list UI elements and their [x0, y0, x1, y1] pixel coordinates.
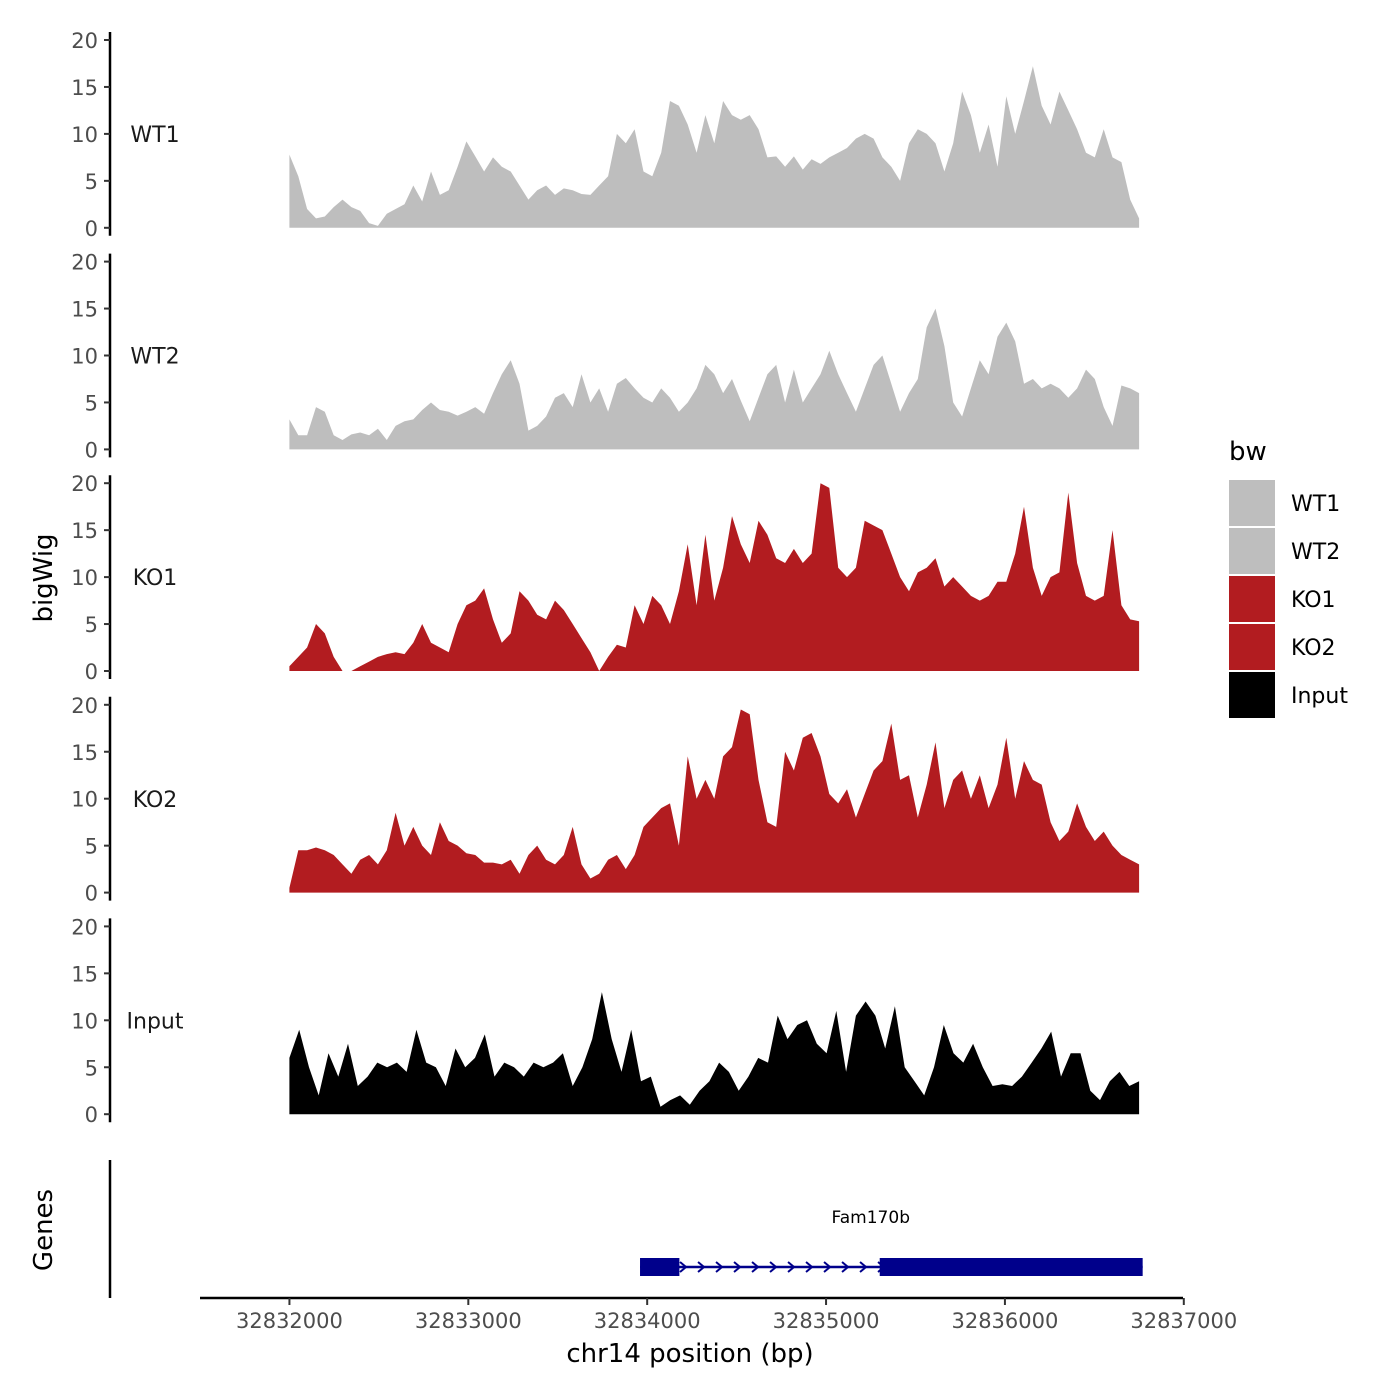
strand-arrow — [859, 1261, 868, 1273]
y-axis-title: bigWig — [29, 533, 59, 622]
strand-arrow — [805, 1261, 814, 1273]
tracks-layer: 0 5 10 15 20 WT1 0 5 10 15 20 WT2 0 5 10 15 20 KO1 0 5 10 15 2… — [71, 29, 1140, 1127]
y-tick-label: 20 — [71, 694, 98, 718]
y-tick-label: 20 — [71, 472, 98, 496]
y-tick-label: 0 — [85, 882, 98, 906]
x-axis: 32832000 32833000 32834000 32835000 32836000… — [200, 1296, 1237, 1333]
legend-title: bw — [1229, 437, 1267, 467]
genes-axis-title: Genes — [29, 1189, 59, 1271]
x-tick-label: 32836000 — [951, 1309, 1058, 1333]
y-tick-label: 5 — [85, 835, 98, 859]
track-area-wt1 — [289, 66, 1140, 228]
legend: bw WT1 WT2 KO1 KO2 Input — [1229, 437, 1348, 718]
x-tick-label: 32834000 — [594, 1309, 701, 1333]
track-wt1: 0 5 10 15 20 WT1 — [71, 29, 1140, 241]
track-area-ko2 — [289, 709, 1140, 893]
legend-label: Input — [1291, 684, 1348, 709]
strand-arrow — [841, 1261, 850, 1273]
strand-arrow — [697, 1261, 706, 1273]
track-label: Input — [127, 1009, 184, 1034]
strand-arrow — [733, 1261, 742, 1273]
track-area-ko1 — [289, 483, 1140, 671]
x-axis-title: chr14 position (bp) — [566, 1339, 813, 1369]
x-tick-label: 32835000 — [773, 1309, 880, 1333]
y-tick-label: 15 — [71, 962, 98, 986]
gene-fam170b: Fam170b — [640, 1208, 1143, 1276]
legend-swatch — [1229, 576, 1275, 622]
gene-exon — [879, 1258, 1143, 1276]
strand-arrow — [679, 1261, 688, 1273]
x-tick-label: 32832000 — [236, 1309, 343, 1333]
x-tick-label: 32833000 — [415, 1309, 522, 1333]
y-tick-label: 0 — [85, 660, 98, 684]
y-tick-label: 5 — [85, 1056, 98, 1080]
strand-arrow — [787, 1261, 796, 1273]
strand-arrow — [823, 1261, 832, 1273]
y-tick-label: 0 — [85, 217, 98, 241]
track-input: 0 5 10 15 20 Input — [71, 915, 1140, 1127]
track-label: WT2 — [130, 345, 179, 370]
track-wt2: 0 5 10 15 20 WT2 — [71, 251, 1140, 462]
y-tick-label: 5 — [85, 391, 98, 415]
y-tick-label: 10 — [71, 1009, 98, 1033]
strand-arrow — [751, 1261, 760, 1273]
y-tick-label: 10 — [71, 788, 98, 812]
track-label: KO2 — [133, 788, 178, 813]
y-tick-label: 20 — [71, 29, 98, 53]
track-label: WT1 — [130, 123, 179, 148]
legend-label: WT2 — [1291, 540, 1340, 565]
track-ko1: 0 5 10 15 20 KO1 — [71, 472, 1140, 684]
strand-arrow — [715, 1261, 724, 1273]
legend-swatch — [1229, 480, 1275, 526]
y-tick-label: 20 — [71, 915, 98, 939]
x-tick-label: 32837000 — [1130, 1309, 1237, 1333]
y-tick-label: 15 — [71, 741, 98, 765]
y-tick-label: 0 — [85, 1103, 98, 1127]
y-tick-label: 10 — [71, 566, 98, 590]
legend-label: KO2 — [1291, 636, 1336, 661]
y-tick-label: 5 — [85, 613, 98, 637]
y-tick-label: 10 — [71, 345, 98, 369]
y-tick-label: 0 — [85, 438, 98, 462]
track-label: KO1 — [133, 566, 178, 591]
gene-label: Fam170b — [832, 1208, 910, 1228]
track-area-input — [289, 992, 1140, 1115]
strand-arrow — [769, 1261, 778, 1273]
y-tick-label: 15 — [71, 519, 98, 543]
gene-exon — [640, 1258, 680, 1276]
track-area-wt2 — [289, 308, 1140, 450]
y-tick-label: 15 — [71, 76, 98, 100]
legend-swatch — [1229, 624, 1275, 670]
legend-swatch — [1229, 528, 1275, 574]
y-tick-label: 20 — [71, 251, 98, 275]
y-tick-label: 15 — [71, 298, 98, 322]
legend-label: KO1 — [1291, 588, 1336, 613]
genes-layer: Fam170b — [108, 1160, 1143, 1298]
y-tick-label: 10 — [71, 123, 98, 147]
legend-label: WT1 — [1291, 492, 1340, 517]
legend-swatch — [1229, 672, 1275, 718]
track-ko2: 0 5 10 15 20 KO2 — [71, 694, 1140, 906]
y-tick-label: 5 — [85, 170, 98, 194]
